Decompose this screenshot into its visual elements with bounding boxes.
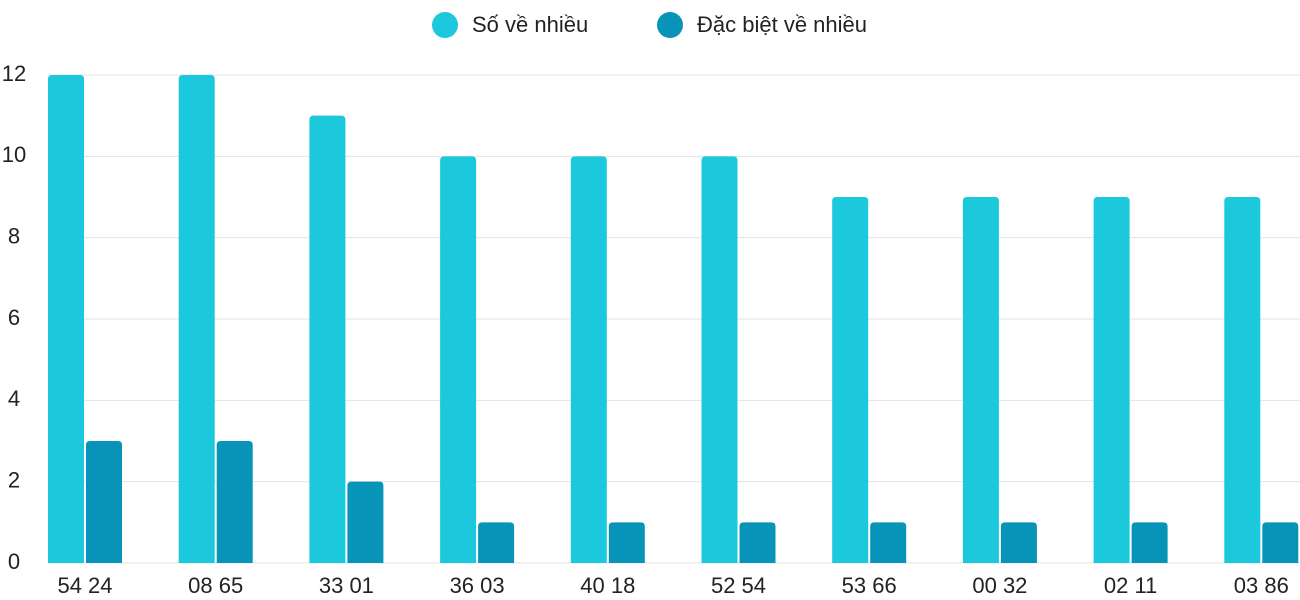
y-tick-label: 10 (2, 142, 26, 167)
bar (701, 156, 738, 564)
x-tick-label: 08 65 (188, 573, 243, 598)
bar (570, 156, 607, 564)
legend-marker (432, 12, 458, 38)
legend-label: Đặc biệt về nhiều (697, 12, 867, 37)
bar (1000, 522, 1037, 563)
legend-label: Số về nhiều (472, 12, 588, 37)
x-tick-label: 54 24 (57, 573, 112, 598)
bar (1224, 197, 1261, 563)
x-tick-label: 53 66 (842, 573, 897, 598)
bar (832, 197, 869, 563)
x-tick-label: 40 18 (580, 573, 635, 598)
x-tick-label: 33 01 (319, 573, 374, 598)
x-tick-label: 03 86 (1234, 573, 1289, 598)
bar (962, 197, 999, 563)
legend-marker (657, 12, 683, 38)
bar (1131, 522, 1168, 563)
bar (1262, 522, 1299, 563)
bar (309, 115, 346, 564)
bar (48, 75, 84, 563)
y-tick-label: 4 (8, 386, 20, 411)
x-tick-label: 00 32 (972, 573, 1027, 598)
y-tick-label: 12 (2, 61, 26, 86)
bar (1093, 197, 1130, 563)
x-tick-label: 52 54 (711, 573, 766, 598)
bar (608, 522, 645, 563)
y-tick-label: 8 (8, 223, 20, 248)
bar (216, 441, 253, 563)
bar (86, 441, 122, 563)
bar (478, 522, 515, 563)
bar (739, 522, 776, 563)
bar (440, 156, 477, 564)
bar (347, 481, 384, 563)
y-tick-label: 6 (8, 305, 20, 330)
x-tick-label: 02 11 (1104, 573, 1157, 598)
bar (178, 75, 215, 563)
bar (870, 522, 907, 563)
y-tick-label: 2 (8, 467, 20, 492)
y-tick-label: 0 (8, 549, 20, 574)
x-tick-label: 36 03 (450, 573, 505, 598)
